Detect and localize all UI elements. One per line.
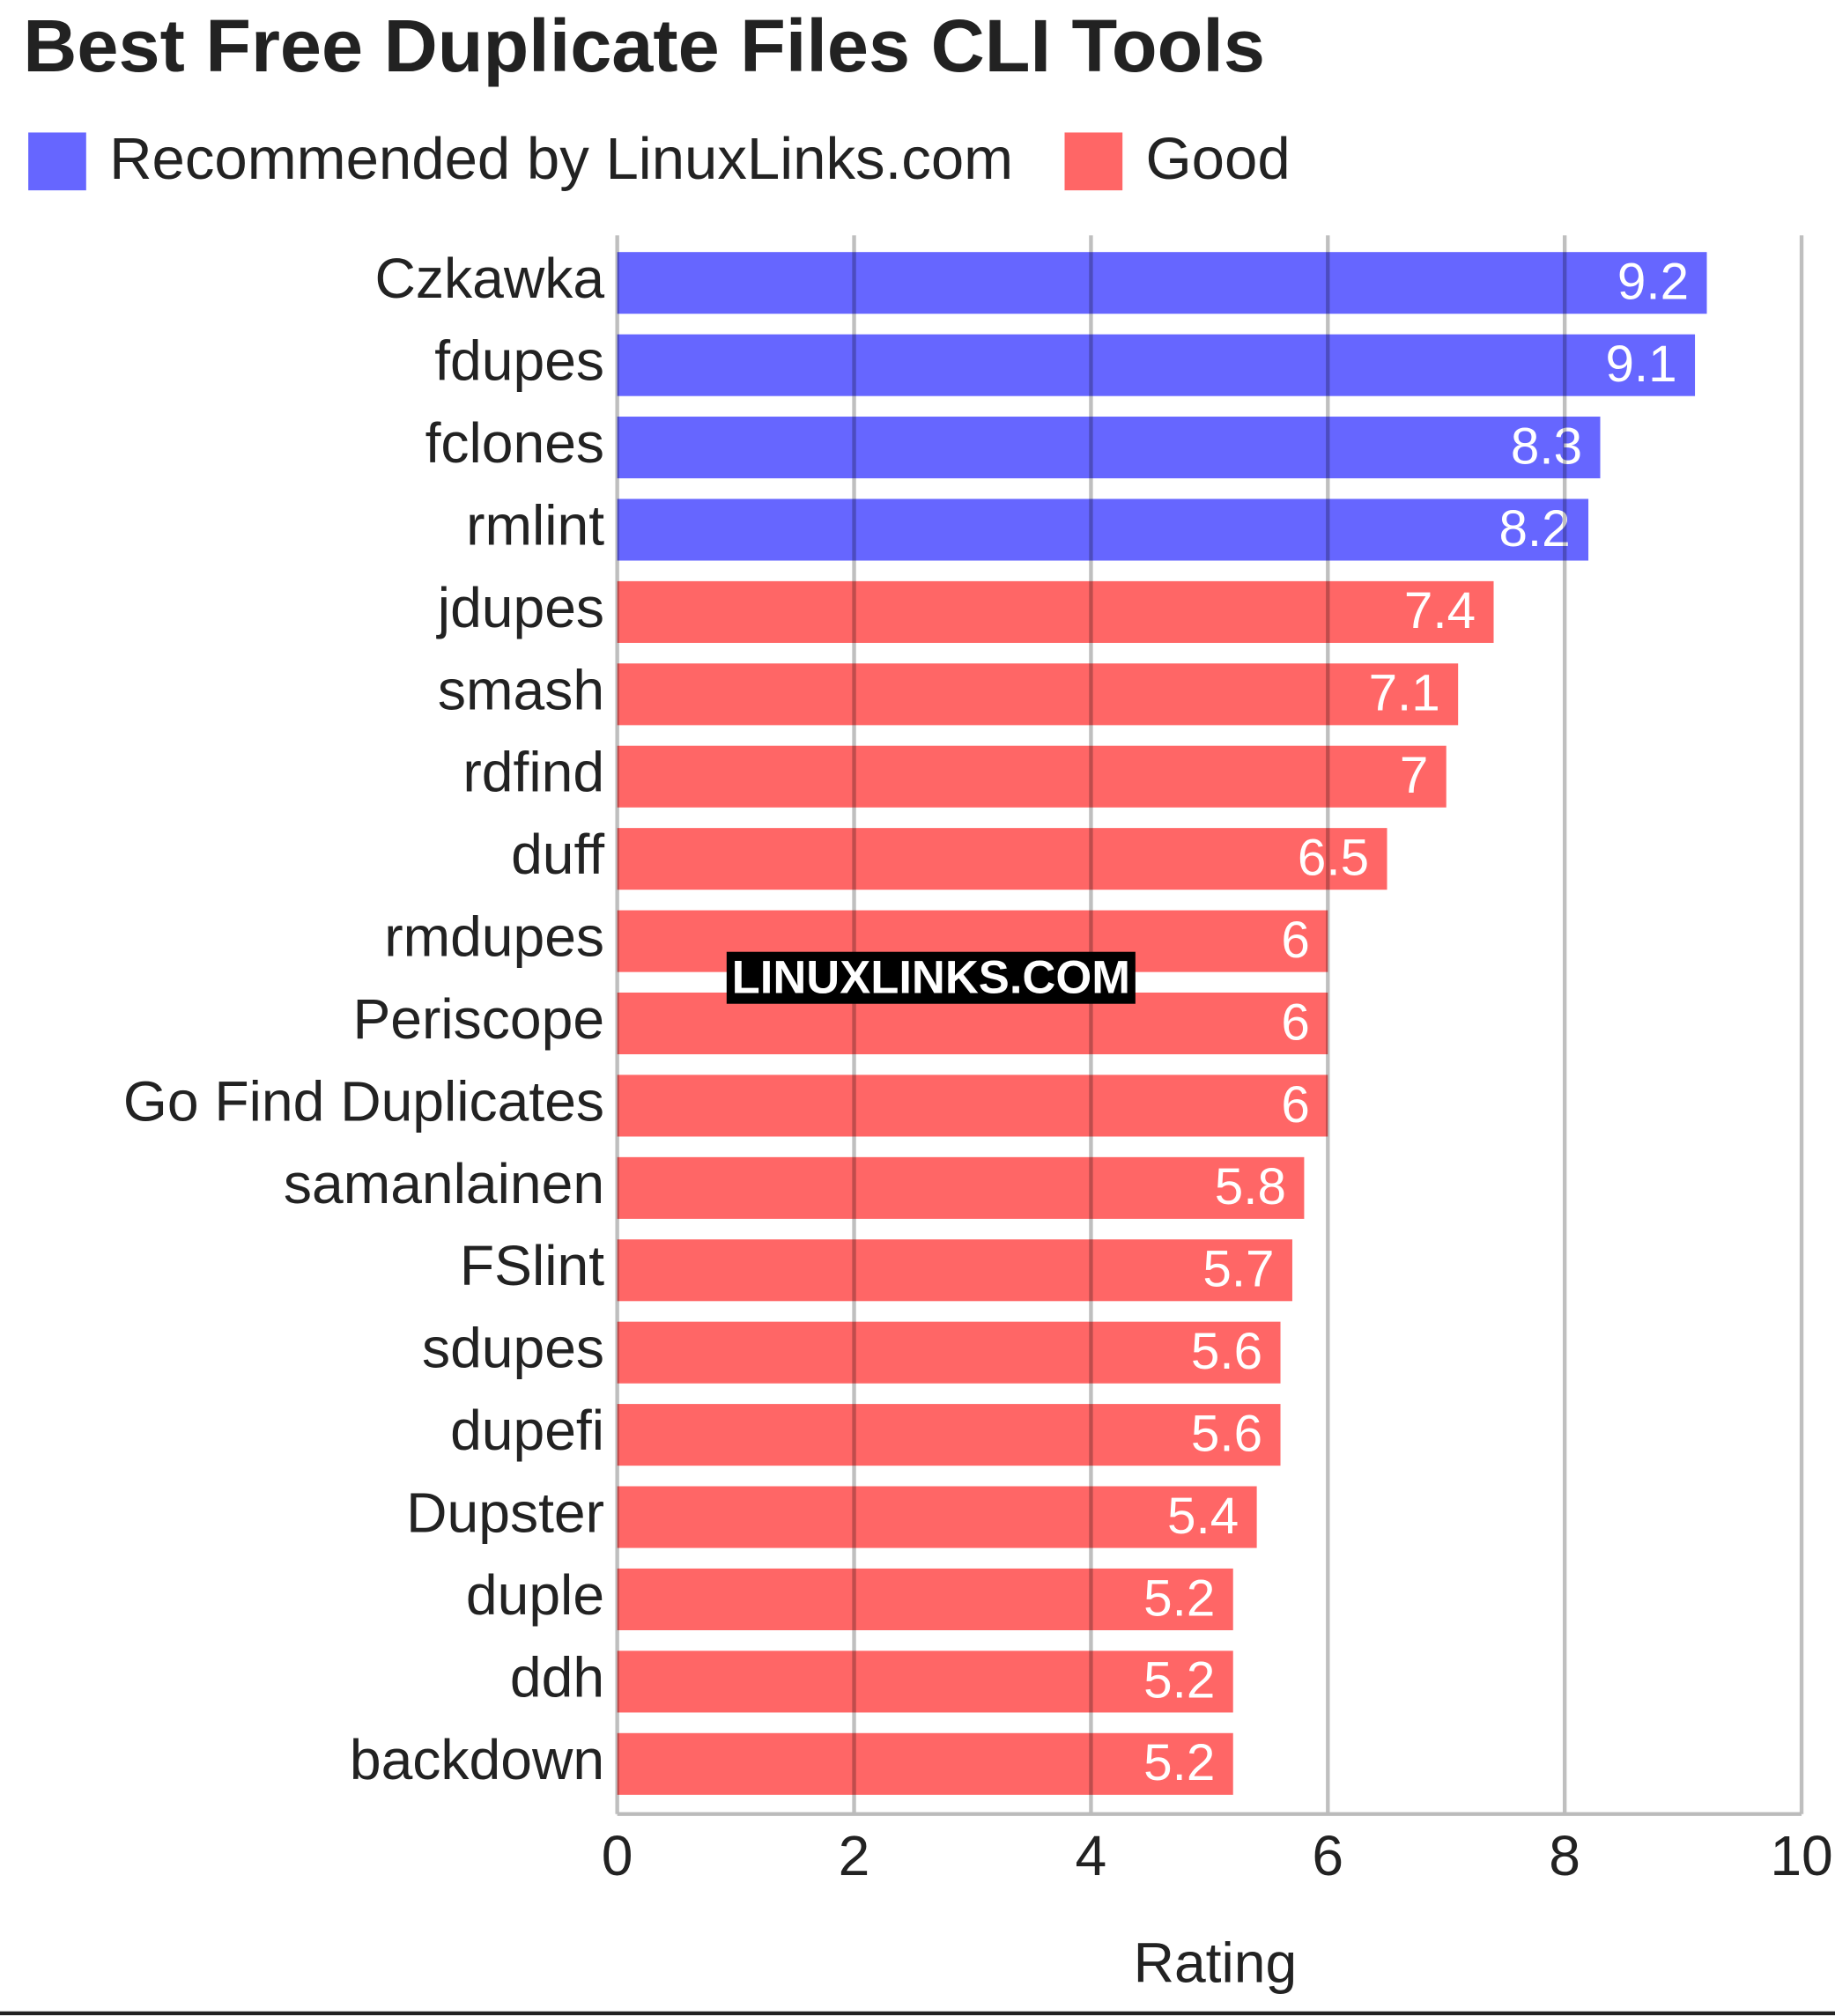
x-tick-label: 8 bbox=[1549, 1824, 1580, 1887]
bar bbox=[617, 1650, 1233, 1713]
y-tick-label: backdown bbox=[350, 1728, 604, 1791]
y-tick-label: samanlainen bbox=[284, 1152, 604, 1215]
y-tick-label: Go Find Duplicates bbox=[123, 1069, 604, 1133]
watermark-bg bbox=[726, 951, 1136, 1004]
value-label: 6 bbox=[1281, 1076, 1309, 1134]
value-label: 7.4 bbox=[1404, 582, 1476, 639]
bar bbox=[617, 1239, 1292, 1302]
value-label: 5.2 bbox=[1143, 1734, 1215, 1791]
x-tick-label: 4 bbox=[1076, 1824, 1107, 1887]
y-tick-label: ddh bbox=[510, 1645, 604, 1709]
legend-label: Recommended by LinuxLinks.com bbox=[109, 126, 1013, 192]
bar bbox=[617, 417, 1601, 479]
bar bbox=[617, 1074, 1328, 1137]
y-tick-label: dupefi bbox=[450, 1399, 604, 1462]
bar bbox=[617, 745, 1447, 808]
watermark: LINUXLINKS.COM bbox=[732, 952, 1130, 1004]
value-label: 7 bbox=[1400, 747, 1428, 804]
value-label: 5.6 bbox=[1191, 1405, 1262, 1462]
y-tick-label: duple bbox=[466, 1563, 604, 1627]
chart-title: Best Free Duplicate Files CLI Tools bbox=[23, 4, 1265, 87]
value-label: 5.7 bbox=[1202, 1241, 1274, 1298]
y-tick-label: FSlint bbox=[460, 1234, 604, 1297]
value-label: 5.8 bbox=[1215, 1158, 1286, 1215]
y-tick-label: duff bbox=[511, 823, 604, 886]
bar bbox=[617, 663, 1459, 726]
legend-label: Good bbox=[1145, 126, 1290, 192]
bar bbox=[617, 1404, 1281, 1466]
value-label: 8.2 bbox=[1498, 500, 1570, 558]
y-tick-label: fdupes bbox=[434, 329, 604, 393]
y-tick-label: Periscope bbox=[352, 987, 604, 1051]
value-label: 9.1 bbox=[1605, 336, 1676, 393]
x-tick-label: 0 bbox=[602, 1824, 633, 1887]
bar bbox=[617, 1321, 1281, 1384]
value-label: 6 bbox=[1281, 912, 1309, 969]
x-axis-label: Rating bbox=[1134, 1931, 1298, 1994]
y-tick-label: Czkawka bbox=[375, 247, 605, 310]
bar bbox=[617, 1732, 1233, 1795]
y-tick-label: Dupster bbox=[406, 1481, 604, 1545]
y-tick-label: rmlint bbox=[466, 493, 604, 557]
bar bbox=[617, 1156, 1305, 1219]
bar bbox=[617, 498, 1589, 561]
value-label: 6.5 bbox=[1298, 830, 1369, 887]
y-tick-label: fclones bbox=[425, 411, 604, 475]
bar bbox=[617, 252, 1707, 314]
value-label: 5.2 bbox=[1143, 1569, 1215, 1627]
y-tick-label: rdfind bbox=[462, 741, 604, 804]
bar bbox=[617, 1568, 1233, 1630]
bar bbox=[617, 334, 1696, 396]
value-label: 5.6 bbox=[1191, 1323, 1262, 1380]
x-tick-label: 6 bbox=[1312, 1824, 1343, 1887]
value-label: 8.3 bbox=[1511, 417, 1582, 475]
x-tick-label: 10 bbox=[1770, 1824, 1832, 1887]
bar bbox=[617, 1486, 1257, 1548]
y-tick-label: jdupes bbox=[436, 576, 604, 639]
value-label: 5.4 bbox=[1167, 1488, 1239, 1545]
value-label: 7.1 bbox=[1369, 665, 1440, 722]
value-label: 6 bbox=[1281, 993, 1309, 1051]
y-tick-label: rmdupes bbox=[384, 905, 604, 969]
bar bbox=[617, 828, 1387, 890]
value-label: 5.2 bbox=[1143, 1652, 1215, 1710]
y-tick-label: smash bbox=[438, 658, 604, 721]
value-label: 9.2 bbox=[1617, 254, 1689, 311]
y-tick-label: sdupes bbox=[422, 1317, 604, 1380]
legend-swatch bbox=[28, 132, 86, 191]
x-tick-label: 2 bbox=[839, 1824, 870, 1887]
bar bbox=[617, 580, 1494, 643]
legend-swatch bbox=[1064, 132, 1123, 191]
